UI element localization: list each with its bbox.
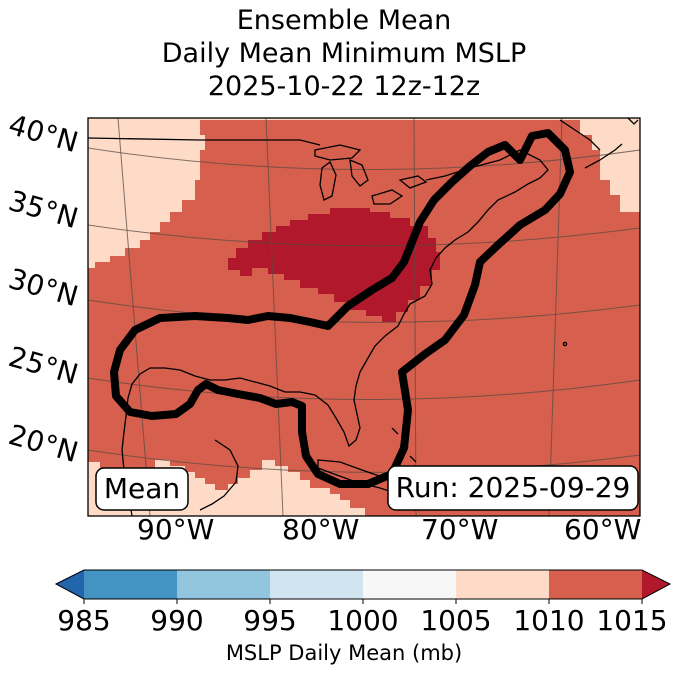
colorbar-label: MSLP Daily Mean (mb)	[225, 641, 463, 665]
run-box-label: Run: 2025-09-29	[395, 471, 631, 504]
mean-box-label: Mean	[103, 472, 181, 505]
colorbar-extend-high	[642, 570, 670, 599]
lon-label-80w: 80°W	[282, 513, 360, 546]
map-frame	[87, 117, 641, 517]
pressure-fill-above-1015	[228, 208, 440, 322]
colorbar-bin-985-990	[84, 570, 177, 599]
title-line-1: Ensemble Mean	[236, 5, 452, 36]
lon-label-70w: 70°W	[421, 513, 499, 546]
run-box	[387, 465, 639, 511]
lon-label-90w: 90°W	[137, 513, 215, 546]
colorbar-bin-1010-1015	[549, 570, 642, 599]
colorbar-bin-990-995	[177, 570, 270, 599]
map-panel	[88, 118, 640, 516]
colorbar-tick-985: 985	[57, 604, 111, 637]
title-line-2: Daily Mean Minimum MSLP	[161, 38, 527, 69]
title-line-3: 2025-10-22 12z-12z	[207, 71, 481, 102]
colorbar-extend-low	[56, 570, 84, 599]
colorbar	[54, 569, 672, 604]
graticule-parallels	[88, 147, 640, 473]
colorbar-tick-1010: 1010	[513, 604, 585, 637]
colorbar-tick-1015: 1015	[596, 604, 668, 637]
colorbar-tick-1000: 1000	[327, 604, 399, 637]
colorbar-tick-990: 990	[150, 604, 204, 637]
colorbar-bin-1000-1005	[363, 570, 456, 599]
colorbar-tick-995: 995	[243, 604, 297, 637]
colorbar-bin-995-1000	[270, 570, 363, 599]
pressure-contour	[110, 129, 574, 488]
pressure-fill-1010-1015	[88, 120, 640, 516]
mean-box	[95, 467, 189, 511]
colorbar-tick-1005: 1005	[420, 604, 492, 637]
colorbar-bin-1005-1010	[456, 570, 549, 599]
lon-label-60w: 60°W	[564, 513, 642, 546]
